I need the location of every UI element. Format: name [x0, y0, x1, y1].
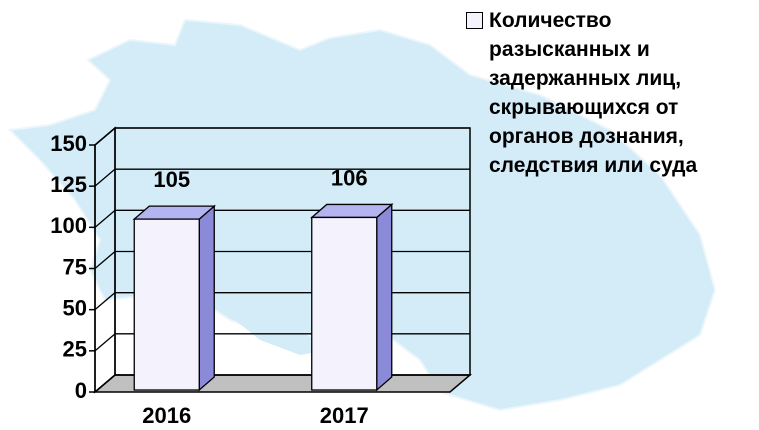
bar-side [376, 203, 393, 392]
bar [133, 218, 200, 391]
bar-top [132, 205, 216, 220]
side-grid-line [94, 333, 116, 352]
data-label: 106 [331, 165, 368, 190]
y-tick-label: 150 [50, 131, 87, 156]
y-tick-label: 100 [50, 213, 87, 238]
y-tick-label: 75 [63, 254, 87, 279]
bar-top [310, 203, 394, 219]
side-grid-line [94, 209, 116, 228]
side-grid-line [94, 251, 116, 269]
bar [311, 216, 378, 391]
side-grid-line [94, 292, 116, 311]
data-label: 105 [153, 167, 190, 192]
bar-side [198, 204, 215, 392]
legend: Количество разысканных и задержанных лиц… [466, 6, 756, 180]
side-grid-line [94, 168, 116, 187]
side-grid-line [94, 127, 116, 146]
y-tick-label: 125 [50, 172, 87, 197]
y-tick-label: 0 [75, 378, 87, 403]
legend-label: Количество разысканных и задержанных лиц… [489, 9, 698, 177]
y-tick-label: 50 [63, 295, 87, 320]
side-grid-line [94, 374, 116, 393]
x-tick-label: 2016 [142, 403, 191, 428]
map-island [235, 315, 330, 355]
legend-swatch [466, 12, 483, 29]
y-tick-label: 25 [63, 337, 87, 362]
x-tick-label: 2017 [320, 403, 369, 428]
